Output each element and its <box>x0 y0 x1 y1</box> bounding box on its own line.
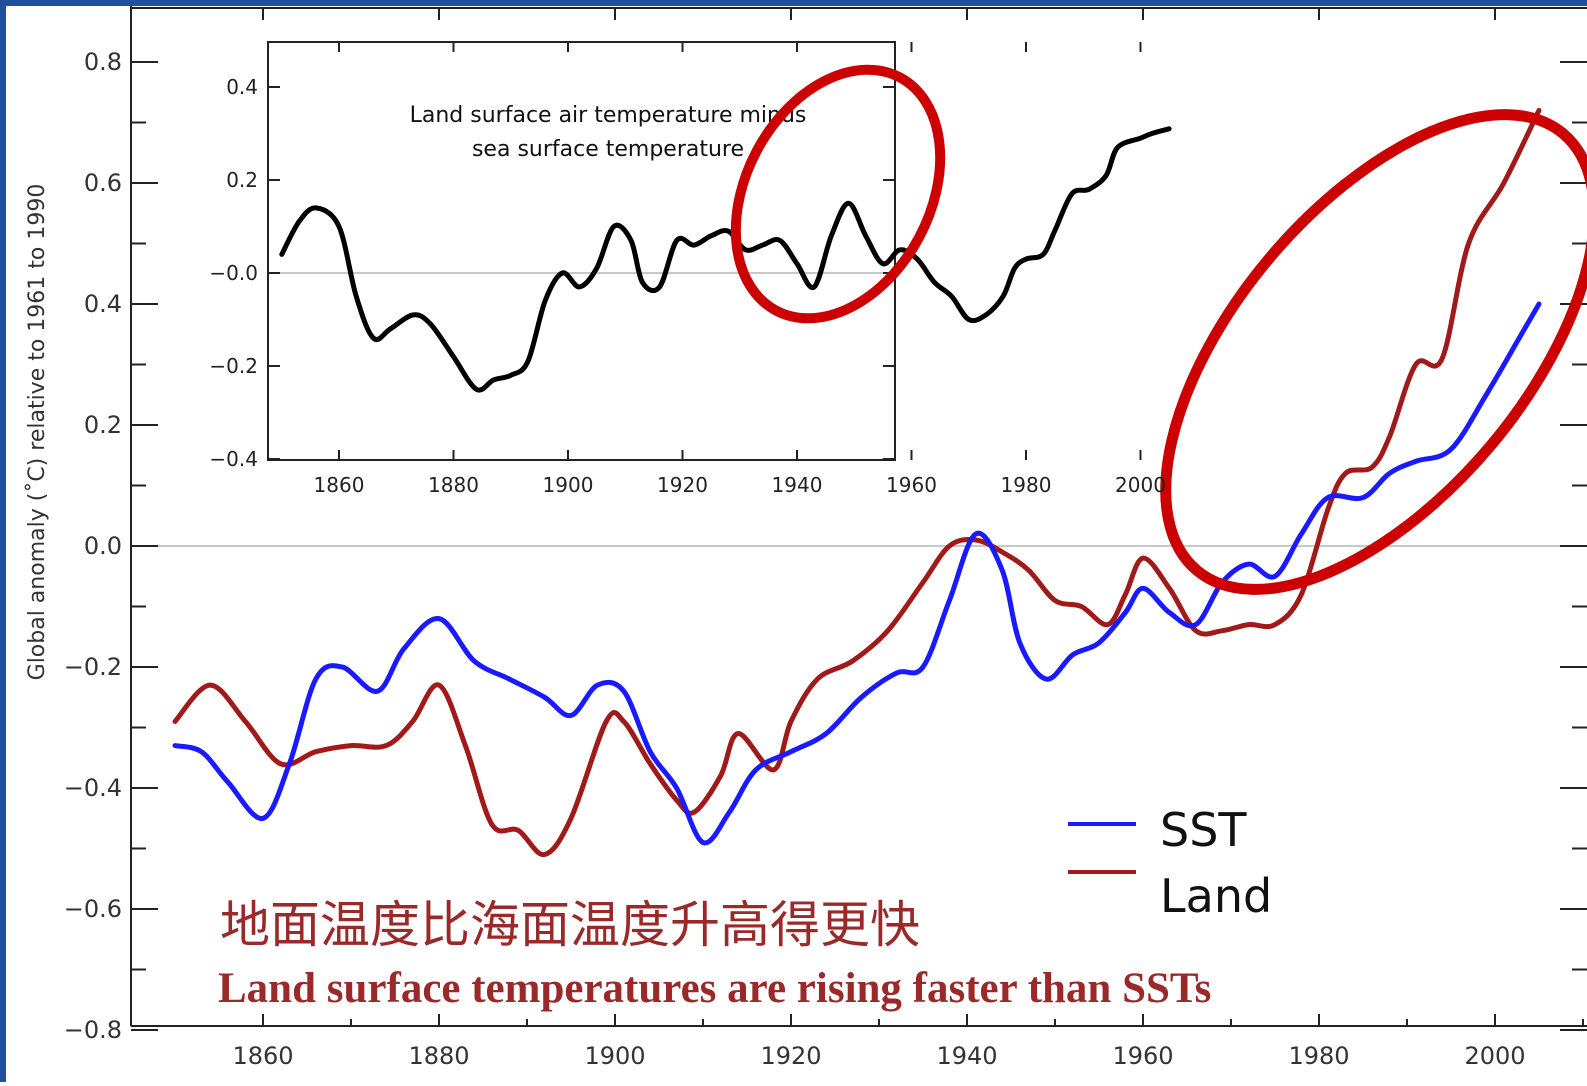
inset-y-tick-label: −0.2 <box>209 354 258 378</box>
main-y-tick-label: −0.6 <box>64 895 122 923</box>
caption-english: Land surface temperatures are rising fas… <box>218 965 1211 1012</box>
main-x-tick-label: 1860 <box>232 1042 293 1070</box>
legend-land-label: Land <box>1160 869 1272 923</box>
inset-title-line-1: Land surface air temperature minus <box>410 103 807 128</box>
main-x-tick-label: 1920 <box>760 1042 821 1070</box>
main-y-tick-label: 0.8 <box>84 48 122 76</box>
inset-highlight-ellipse <box>730 64 946 324</box>
inset-ticks: 1860 1880 1900 1920 1940 1960 1980 2000 0.4 0.2 −0… <box>209 42 1166 497</box>
main-y-tick-label: 0.6 <box>84 169 122 197</box>
main-x-tick-label: 1980 <box>1288 1042 1349 1070</box>
inset-x-tick-label: 1940 <box>772 473 823 497</box>
main-x-tick-label: 2000 <box>1464 1042 1525 1070</box>
inset-x-tick-label: 1980 <box>1001 473 1052 497</box>
main-y-tick-label: 0.4 <box>84 290 122 318</box>
inset-x-tick-label: 1920 <box>657 473 708 497</box>
main-highlight-ellipse <box>1160 109 1587 595</box>
series-line-sst <box>172 301 1542 846</box>
inset-y-tick-label: 0.2 <box>226 168 258 192</box>
main-x-tick-label: 1900 <box>584 1042 645 1070</box>
inset-series-line <box>279 126 1172 393</box>
inset-x-tick-label: 1880 <box>428 473 479 497</box>
main-ticks: 1860 1880 1900 1920 1940 1960 1980 2000 0.8 0.6 0.… <box>64 8 1587 1070</box>
inset-y-tick-label: −0.4 <box>209 447 258 471</box>
inset-x-tick-label: 1960 <box>886 473 937 497</box>
inset-chart: 1860 1880 1900 1920 1940 1960 1980 2000 0.4 0.2 −0… <box>209 41 1172 497</box>
caption-chinese: 地面温度比海面温度升高得更快 <box>220 896 920 954</box>
slide-border-top <box>0 0 1587 6</box>
main-x-tick-label: 1940 <box>936 1042 997 1070</box>
y-axis-label: Global anomaly (˚C) relative to 1961 to … <box>25 184 50 681</box>
chart-legend: SST Land <box>1068 803 1272 923</box>
inset-x-tick-label: 2000 <box>1115 473 1166 497</box>
slide-border-left <box>0 0 6 1082</box>
inset-y-tick-label: 0.4 <box>226 75 258 99</box>
main-y-tick-label: 0.0 <box>84 532 122 560</box>
inset-series-group <box>279 126 1172 393</box>
main-y-tick-label: −0.2 <box>64 653 122 681</box>
inset-y-tick-label: −0.0 <box>209 261 258 285</box>
main-x-tick-label: 1960 <box>1112 1042 1173 1070</box>
main-y-tick-label: −0.4 <box>64 774 122 802</box>
series-line-land <box>172 107 1542 857</box>
main-axes <box>130 6 1587 1027</box>
main-chart: 1860 1880 1900 1920 1940 1960 1980 2000 0.8 0.6 0.… <box>25 6 1587 1070</box>
caption-english-backdrop <box>185 943 1460 1011</box>
inset-x-tick-label: 1900 <box>543 473 594 497</box>
main-y-tick-label: −0.8 <box>64 1016 122 1044</box>
inset-title-line-2: sea surface temperature <box>472 137 744 162</box>
legend-sst-label: SST <box>1160 803 1247 857</box>
main-series-group <box>172 107 1542 857</box>
inset-x-tick-label: 1860 <box>314 473 365 497</box>
main-y-tick-label: 0.2 <box>84 411 122 439</box>
main-x-tick-label: 1880 <box>408 1042 469 1070</box>
